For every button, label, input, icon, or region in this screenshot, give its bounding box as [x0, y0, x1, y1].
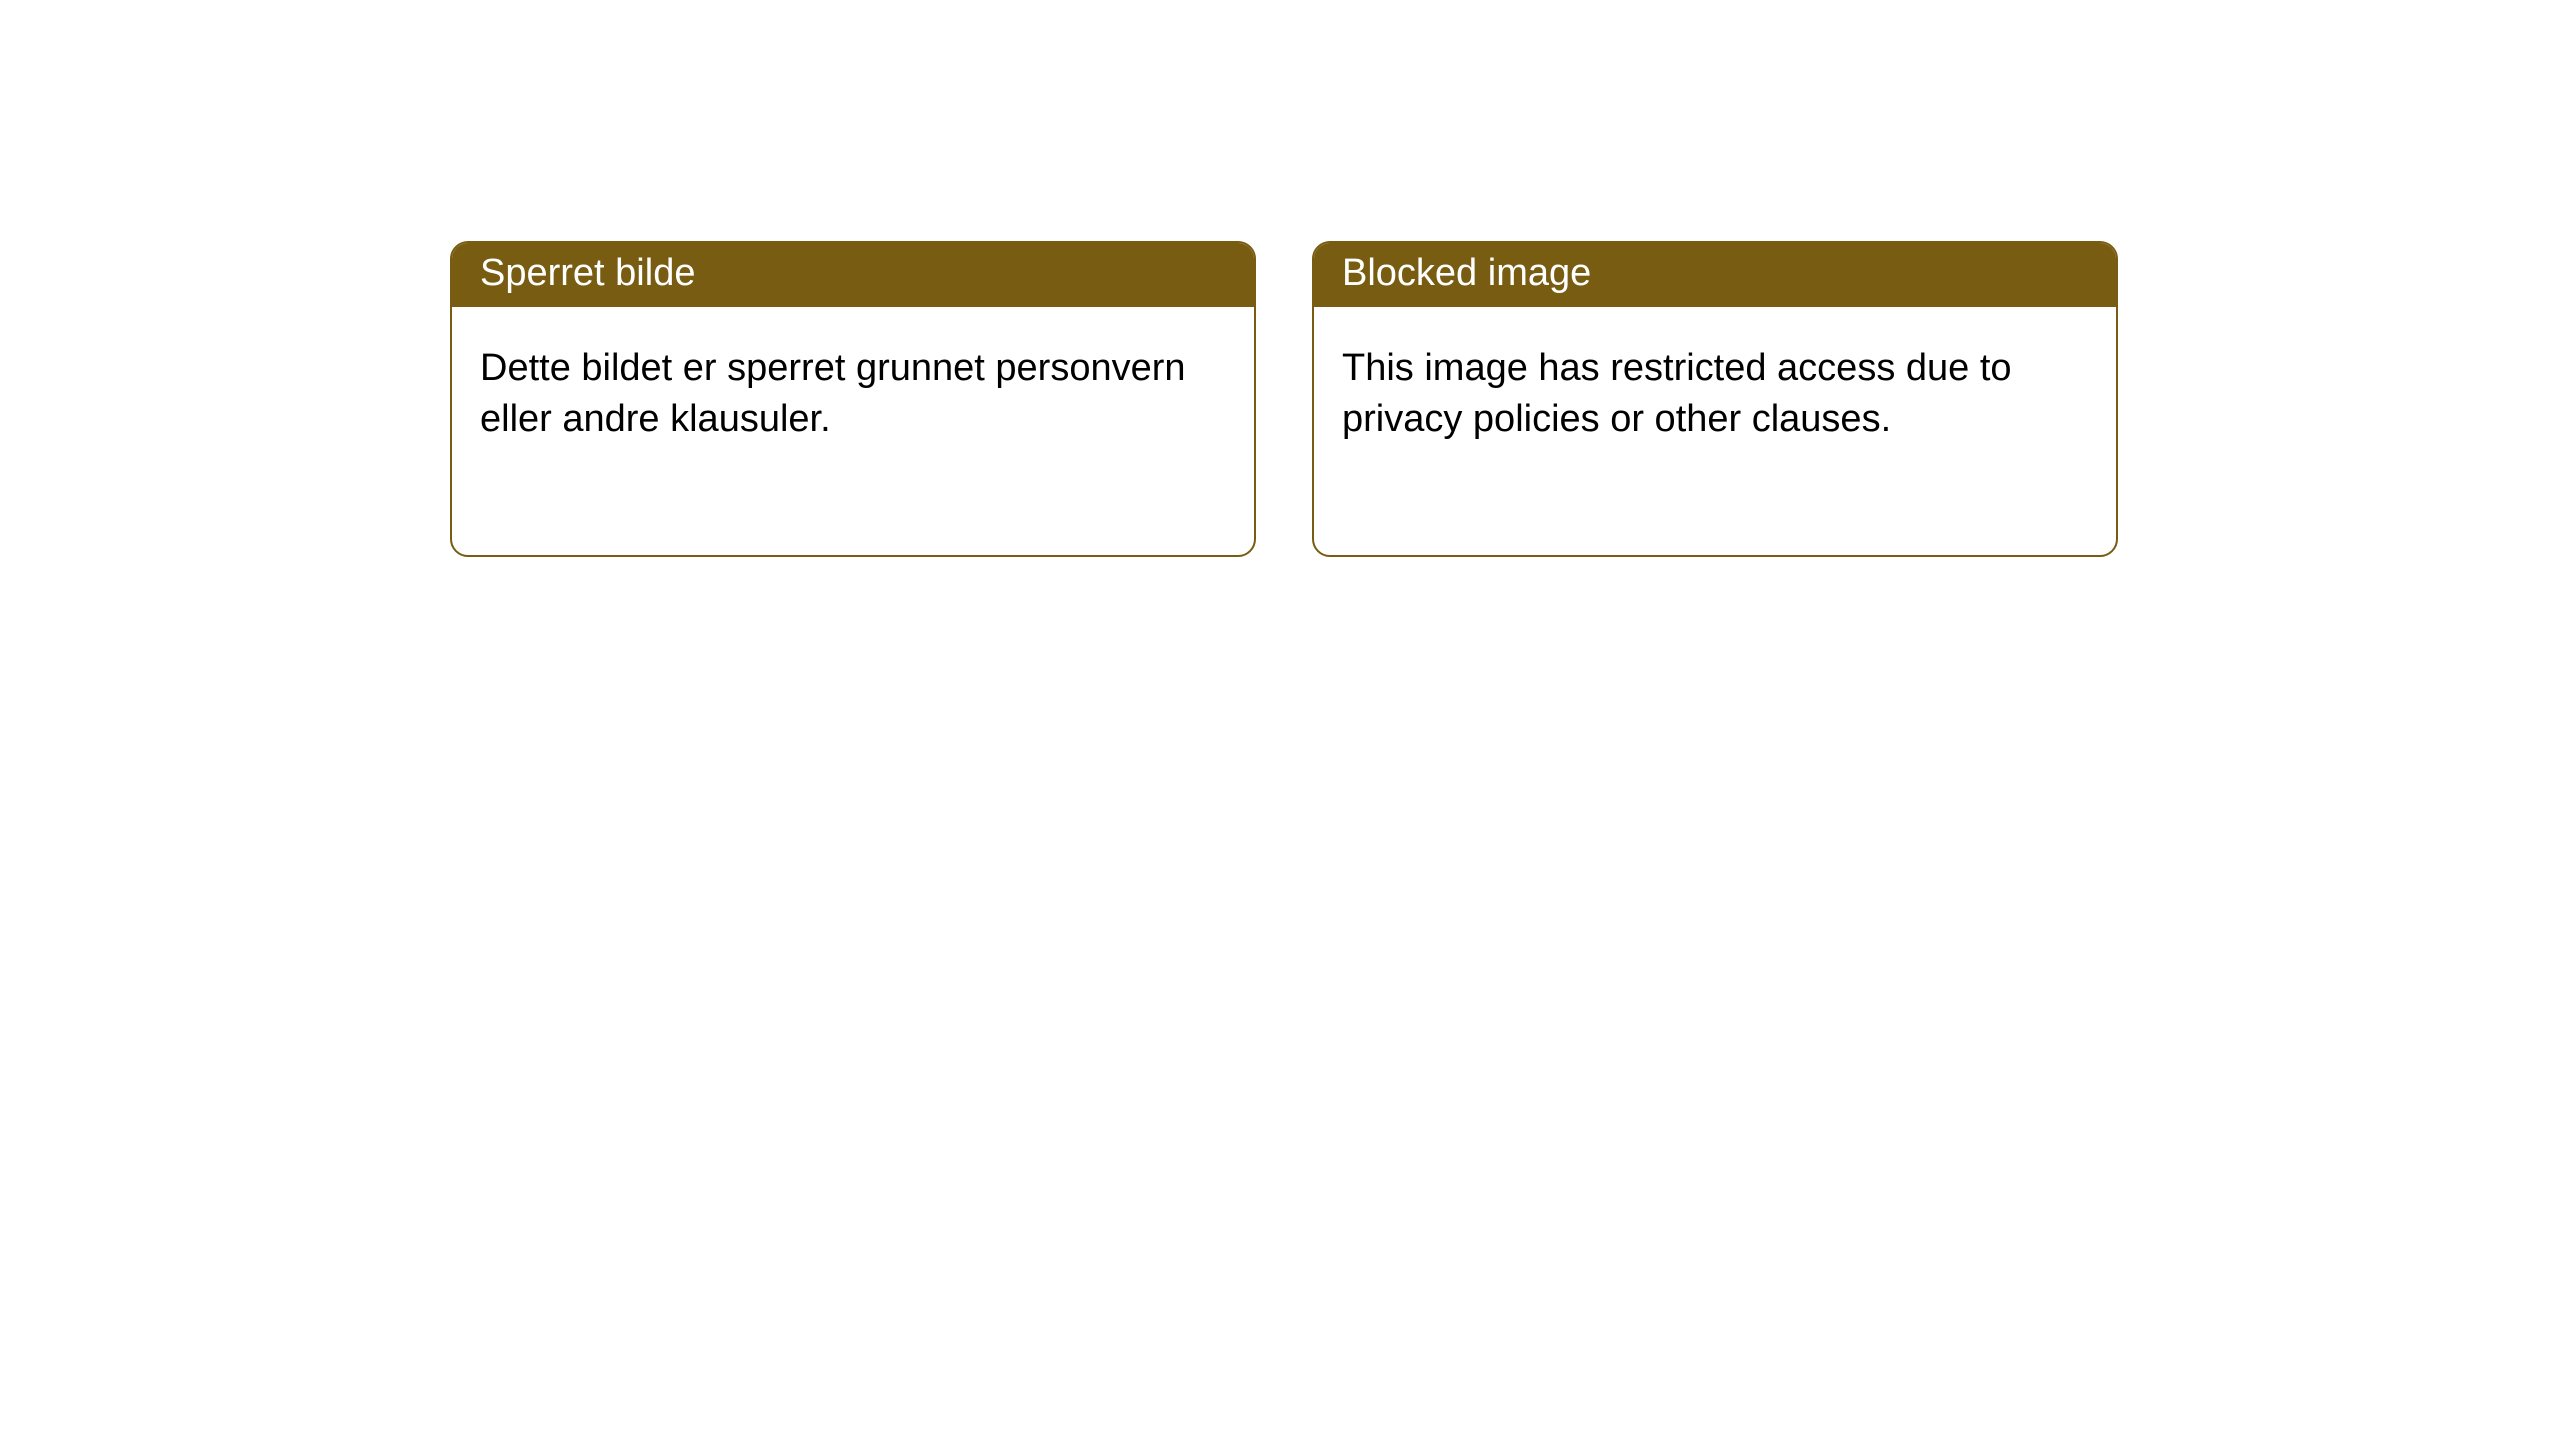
notice-title: Blocked image: [1342, 252, 1591, 294]
notice-box-norwegian: Sperret bilde Dette bildet er sperret gr…: [450, 241, 1256, 557]
notice-title: Sperret bilde: [480, 252, 695, 294]
notice-body: This image has restricted access due to …: [1314, 307, 2116, 555]
notice-text: Dette bildet er sperret grunnet personve…: [480, 347, 1186, 440]
notice-body: Dette bildet er sperret grunnet personve…: [452, 307, 1254, 555]
notice-text: This image has restricted access due to …: [1342, 347, 2012, 440]
notice-header: Blocked image: [1314, 243, 2116, 307]
notice-container: Sperret bilde Dette bildet er sperret gr…: [450, 241, 2118, 557]
notice-header: Sperret bilde: [452, 243, 1254, 307]
notice-box-english: Blocked image This image has restricted …: [1312, 241, 2118, 557]
